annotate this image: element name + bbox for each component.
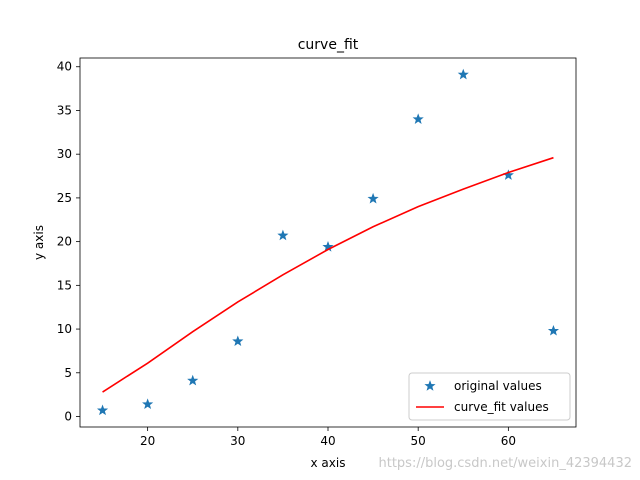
x-tick-label: 40 <box>320 434 335 448</box>
y-tick-label: 30 <box>57 147 72 161</box>
x-tick-label: 30 <box>230 434 245 448</box>
y-tick-label: 15 <box>57 278 72 292</box>
legend: original values curve_fit values <box>408 372 571 421</box>
y-tick-label: 20 <box>57 235 72 249</box>
data-point-star <box>457 68 469 80</box>
y-tick-label: 10 <box>57 322 72 336</box>
legend-star-swatch <box>424 380 436 391</box>
data-point-star <box>142 398 154 410</box>
watermark-text: https://blog.csdn.net/weixin_42394432 <box>378 456 632 471</box>
data-point-star <box>96 404 109 416</box>
data-point-star <box>277 229 289 241</box>
plot-area: 20 30 40 50 60 0 5 10 15 20 25 30 35 40 <box>57 57 577 448</box>
data-point-star <box>187 374 199 386</box>
y-tick-label: 40 <box>57 60 72 74</box>
legend-label: curve_fit values <box>454 400 549 414</box>
y-tick-label: 35 <box>57 103 72 117</box>
x-tick-label: 20 <box>140 434 155 448</box>
y-tick-label: 25 <box>57 191 72 205</box>
data-point-star <box>547 324 560 336</box>
chart-title: curve_fit <box>298 37 359 53</box>
x-tick-label: 60 <box>501 434 516 448</box>
data-point-star <box>412 113 424 124</box>
y-axis-label: y axis <box>32 225 46 260</box>
legend-box <box>408 372 571 421</box>
y-tick-label: 5 <box>64 366 72 380</box>
x-tick-label: 50 <box>411 434 426 448</box>
x-axis-label: x axis <box>311 456 346 470</box>
fit-curve-line <box>102 156 554 393</box>
data-point-star <box>232 335 244 347</box>
legend-label: original values <box>454 379 542 393</box>
y-tick-label: 0 <box>64 410 72 424</box>
data-point-star <box>367 192 379 204</box>
